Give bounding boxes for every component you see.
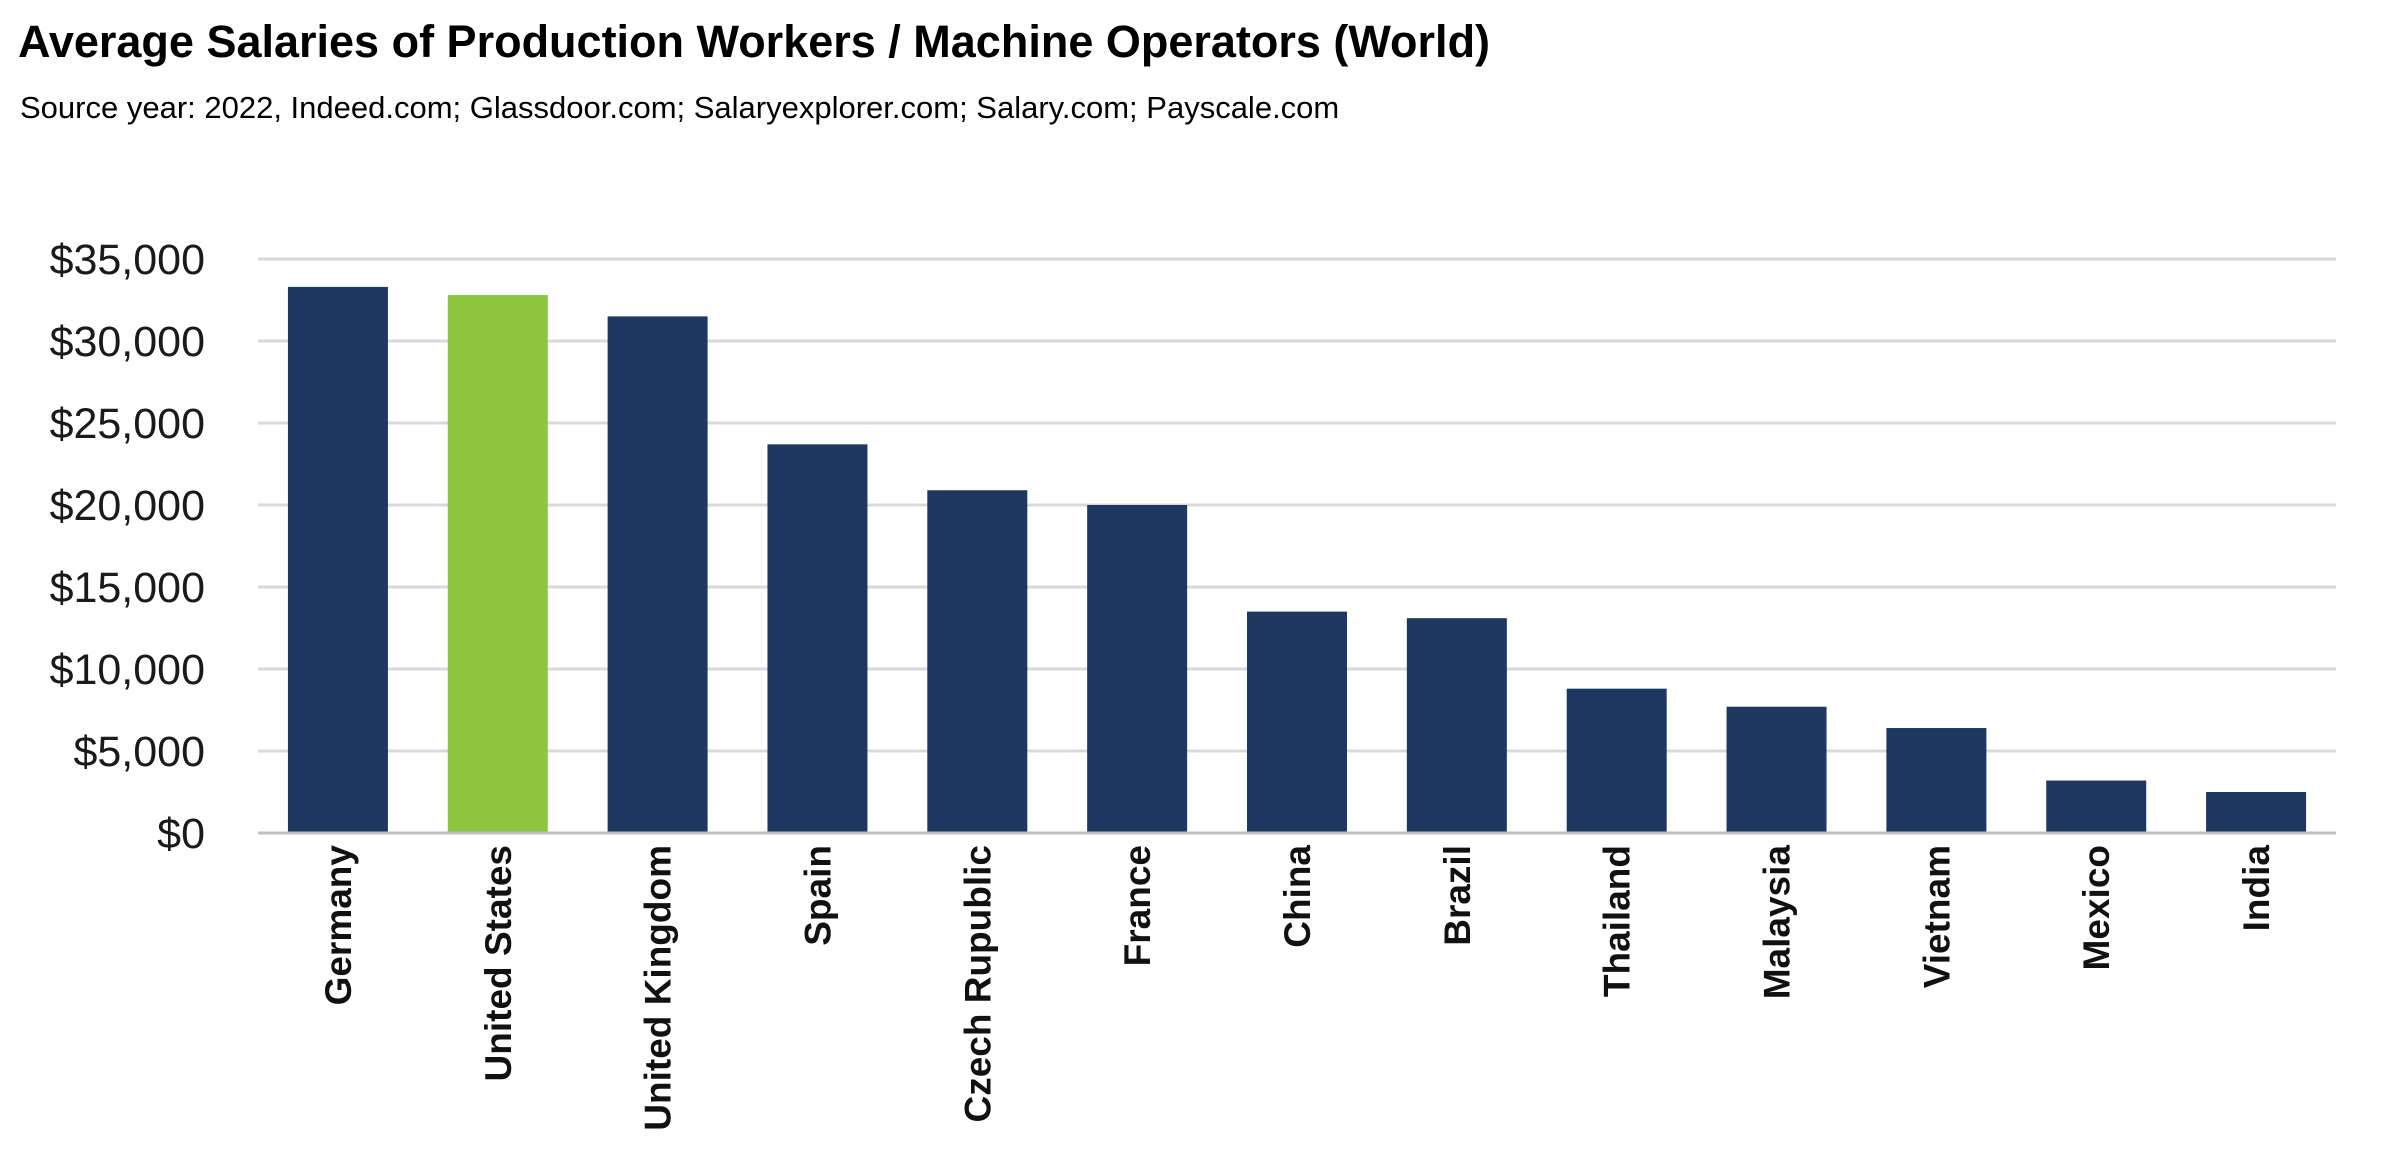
x-tick-label: Germany xyxy=(318,845,359,1006)
x-tick-label: Mexico xyxy=(2076,845,2117,970)
x-tick-label: United Kingdom xyxy=(638,845,679,1131)
bar-china xyxy=(1247,611,1347,833)
y-axis-tick-labels: $0 $5,000 $10,000 $15,000 $20,000 $25,000 $30,… xyxy=(50,236,205,858)
bar-united-states xyxy=(447,295,548,834)
x-tick-label: Czech Rupublic xyxy=(957,845,998,1123)
bars xyxy=(287,286,2307,834)
bar-malaysia xyxy=(1726,706,1827,833)
x-tick-label: China xyxy=(1277,845,1318,948)
x-tick-label: United States xyxy=(478,845,519,1081)
chart-title: Average Salaries of Production Workers /… xyxy=(18,16,1491,67)
y-tick-label: $5,000 xyxy=(73,728,205,776)
y-tick-label: $25,000 xyxy=(50,400,205,448)
bar-spain xyxy=(767,444,868,833)
x-tick-label: Malaysia xyxy=(1757,845,1798,1000)
x-axis-category-labels: Germany United States United Kingdom Spain C… xyxy=(318,845,2277,1131)
gridlines xyxy=(258,257,2336,753)
bar-vietnam xyxy=(1886,728,1987,833)
bar-france xyxy=(1087,505,1188,833)
bar-thailand xyxy=(1566,688,1667,833)
x-tick-label: Brazil xyxy=(1437,845,1478,946)
x-tick-label: India xyxy=(2236,845,2277,932)
bar-india xyxy=(2206,792,2307,833)
bar-mexico xyxy=(2046,780,2147,833)
x-tick-label: Vietnam xyxy=(1916,845,1957,988)
y-tick-label: $35,000 xyxy=(50,236,205,284)
chart-subtitle: Source year: 2022, Indeed.com; Glassdoor… xyxy=(20,90,1340,125)
x-tick-label: Spain xyxy=(797,845,838,946)
bar-brazil xyxy=(1406,618,1507,833)
y-tick-label: $15,000 xyxy=(50,564,205,612)
bar-germany xyxy=(287,286,388,833)
x-tick-label: France xyxy=(1117,845,1158,966)
y-tick-label: $30,000 xyxy=(50,318,205,366)
bar-united-kingdom xyxy=(607,316,708,833)
y-tick-label: $0 xyxy=(157,810,205,858)
y-tick-label: $10,000 xyxy=(50,646,205,694)
y-tick-label: $20,000 xyxy=(50,482,205,530)
bar-czech-rupublic xyxy=(927,490,1028,833)
x-tick-label: Thailand xyxy=(1597,845,1638,997)
